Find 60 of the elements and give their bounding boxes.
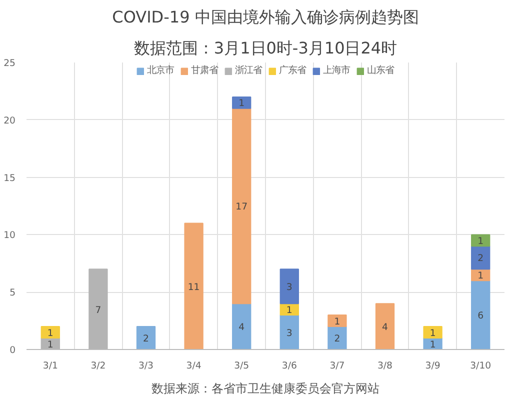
y-tick-label: 5 — [10, 288, 16, 299]
legend-label: 浙江省 — [235, 64, 262, 77]
y-tick-label: 20 — [4, 115, 16, 126]
bar — [328, 326, 347, 350]
y-tick-label: 15 — [4, 172, 16, 184]
data-label: 1 — [430, 339, 436, 350]
bar — [40, 326, 60, 339]
data-label: 2 — [143, 334, 149, 345]
chart-subtitle: 数据范围：3月1日0时-3月10日24时 — [134, 38, 398, 58]
bar — [471, 234, 490, 247]
bar — [471, 246, 490, 270]
data-label: 17 — [236, 202, 248, 212]
bar — [184, 222, 204, 350]
bar — [232, 108, 252, 304]
data-label: 3 — [286, 328, 292, 339]
legend-label: 甘肃省 — [191, 64, 218, 77]
data-label: 1 — [47, 339, 54, 350]
chart-title: COVID-19 中国由境外输入确诊病例趋势图 — [112, 8, 419, 26]
data-label: 1 — [286, 304, 292, 316]
bar — [280, 314, 299, 350]
x-tick-label: 3/7 — [330, 360, 345, 372]
legend-label: 山东省 — [367, 64, 394, 77]
bar — [136, 326, 156, 350]
bar — [280, 268, 299, 304]
x-tick-label: 3/10 — [470, 360, 492, 372]
data-label: 3 — [286, 282, 292, 293]
y-tick-label: 25 — [4, 58, 16, 69]
x-tick-label: 3/2 — [90, 360, 106, 372]
bar — [328, 314, 347, 328]
x-tick-label: 3/9 — [425, 360, 440, 372]
data-label: 1 — [238, 98, 245, 110]
y-tick-label: 10 — [4, 230, 16, 242]
x-tick-label: 3/8 — [377, 360, 393, 372]
legend-label: 北京市 — [147, 64, 174, 77]
data-label: 11 — [188, 282, 200, 293]
data-label: 6 — [478, 310, 484, 322]
data-label: 4 — [382, 322, 388, 334]
bar — [232, 303, 252, 350]
data-label: 1 — [47, 328, 54, 339]
data-label: 1 — [334, 316, 340, 328]
bar — [232, 96, 252, 109]
data-label: 4 — [238, 322, 245, 334]
x-tick-label: 3/6 — [282, 360, 297, 372]
data-label: 2 — [334, 334, 340, 345]
bar — [423, 326, 442, 339]
x-tick-label: 3/5 — [234, 360, 250, 372]
x-tick-label: 3/4 — [186, 360, 202, 372]
legend-label: 上海市 — [323, 64, 350, 77]
data-label: 1 — [478, 270, 484, 282]
y-tick-label: 0 — [10, 345, 16, 356]
x-tick-label: 3/3 — [138, 360, 154, 372]
bar — [471, 280, 490, 350]
bar — [375, 303, 395, 350]
data-label: 7 — [95, 304, 102, 316]
data-label: 1 — [478, 236, 484, 247]
source-note: 数据来源：各省市卫生健康委员会官方网站 — [152, 382, 380, 396]
data-label: 2 — [478, 253, 484, 264]
x-tick-label: 3/1 — [42, 360, 58, 372]
data-label: 1 — [430, 328, 436, 339]
legend-label: 广东省 — [279, 64, 306, 77]
